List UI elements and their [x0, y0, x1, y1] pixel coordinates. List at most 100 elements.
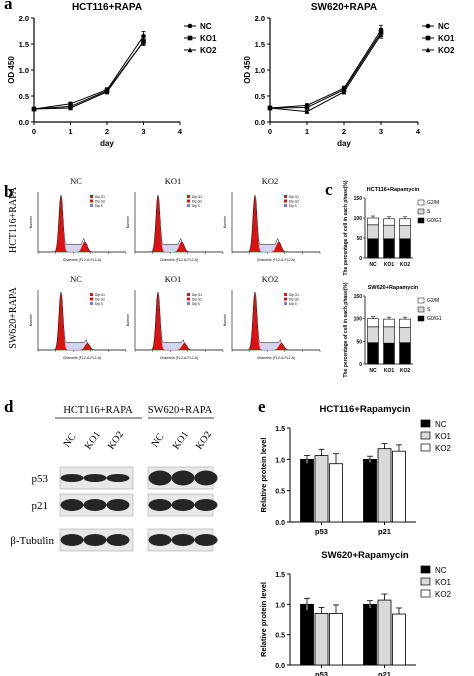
panel-letter-a: a	[4, 0, 13, 13]
flow-legend-label: Dip S	[95, 204, 103, 208]
y-axis-label: The percentage of cell in each phase(%)	[343, 180, 349, 275]
series-line-NC	[33, 35, 144, 110]
y-tick-label: 1.5	[275, 572, 285, 579]
legend-label: G0/G1	[427, 316, 442, 322]
y-tick-label: 0.5	[275, 633, 285, 640]
stacked-bar-G0/G1	[399, 342, 411, 365]
stacked-bar-G0/G1	[383, 238, 395, 259]
legend-label: KO2	[438, 46, 455, 55]
y-tick-label: 0.0	[255, 118, 265, 127]
legend-label: KO2	[435, 444, 452, 453]
legend-marker-KO2	[187, 47, 193, 53]
stacked-bar-S	[383, 326, 395, 344]
blot-row-label: p53	[32, 473, 49, 485]
bar-p53-KO1	[314, 455, 329, 523]
flow-legend-swatch	[284, 297, 287, 301]
bar-p53-KO1	[314, 613, 329, 666]
flow-histogram-outline	[135, 291, 223, 351]
flow-legend-swatch	[187, 302, 190, 305]
stacked-bar-G2/M	[399, 218, 411, 226]
chart-title: SW620+RAPA	[311, 2, 377, 13]
flow-legend-swatch	[90, 302, 93, 305]
legend-label: G2/M	[427, 200, 439, 206]
bar-p21-KO2	[392, 613, 406, 666]
y-tick-label: 0.0	[275, 520, 285, 527]
flow-g2-peak	[38, 241, 126, 252]
stacked-bar-G2/M	[383, 318, 395, 328]
blot-band-β-Tubulin-KO2	[106, 534, 130, 546]
blot-lane-label: KO2	[106, 429, 126, 451]
x-tick-label: p21	[378, 670, 391, 676]
flow-g1-peak	[232, 292, 320, 350]
x-tick-label: 4	[178, 127, 183, 136]
flow-col-label: NC	[70, 176, 82, 186]
panel-letter-e: e	[258, 397, 266, 416]
y-tick-label: 2.0	[255, 14, 265, 23]
flow-legend-swatch	[284, 204, 287, 207]
bar-p53-KO2	[329, 613, 343, 666]
flow-legend-swatch	[187, 199, 190, 203]
legend-swatch-G2/M	[417, 199, 425, 206]
legend-marker-KO1	[425, 35, 431, 41]
y-tick-label: 50	[356, 339, 362, 345]
x-tick-label: KO1	[384, 262, 395, 268]
series-line-KO1	[269, 32, 382, 109]
data-point-KO2	[141, 38, 146, 44]
y-tick-label: 1.5	[255, 40, 265, 49]
data-point-KO2	[378, 31, 384, 37]
flow-col-label: KO2	[262, 176, 279, 186]
y-tick-label: 0.5	[275, 489, 285, 496]
y-axis-label: Relative protein level	[259, 437, 268, 512]
stacked-bar-G2/M	[367, 318, 379, 328]
y-tick-label: 100	[354, 216, 363, 222]
blot-lane-label: KO2	[194, 429, 214, 451]
chart-title: SW620+Rapamycin	[321, 550, 409, 561]
flow-legend-label: Dip G2	[95, 298, 105, 302]
flow-legend-swatch	[90, 293, 93, 296]
stacked-bar-G2/M	[383, 218, 395, 226]
data-point-KO2	[104, 89, 110, 95]
x-tick-label: 1	[68, 127, 72, 136]
legend-swatch-G0/G1	[417, 315, 425, 322]
flow-col-label: KO2	[262, 274, 279, 284]
y-tick-label: 0	[359, 256, 362, 262]
flow-s-phase-fill	[135, 342, 223, 350]
x-tick-label: 0	[32, 127, 36, 136]
y-tick-label: 1.5	[19, 40, 29, 49]
bar-p21-NC	[363, 603, 377, 666]
flow-legend-label: Dip S	[192, 204, 200, 208]
stacked-bar-S	[367, 224, 379, 240]
x-tick-label: 2	[342, 127, 346, 136]
y-tick-label: 100	[354, 317, 363, 323]
x-tick-label: NC	[369, 262, 377, 268]
flow-g1-peak	[232, 195, 320, 252]
bar-p21-KO2	[392, 450, 406, 523]
flow-legend-swatch	[187, 204, 190, 207]
flow-y-label: Number	[29, 215, 33, 228]
blot-band-β-Tubulin-NC	[148, 534, 172, 546]
y-axis-label: OD 450	[7, 56, 16, 84]
chart-title: SW620+Rapamycin	[368, 285, 419, 291]
blot-band-β-Tubulin-NC	[60, 534, 84, 546]
x-tick-label: p53	[315, 527, 328, 536]
x-tick-label: 3	[379, 127, 383, 136]
data-point-KO2	[31, 106, 37, 112]
flow-legend-label: Dip G1	[192, 293, 202, 297]
blot-band-β-Tubulin-KO2	[194, 534, 218, 546]
stacked-bar-S	[399, 326, 411, 343]
legend-swatch-S	[417, 208, 425, 215]
legend-swatch-KO1	[420, 577, 431, 586]
x-tick-label: 3	[141, 127, 145, 136]
blot-row-label: p21	[32, 500, 49, 512]
chart-title: HCT116+Rapamycin	[319, 404, 410, 415]
y-tick-label: 0.0	[275, 663, 285, 670]
legend-swatch-G0/G1	[417, 217, 425, 224]
legend-label: G2/M	[427, 298, 439, 304]
blot-lane-label: KO1	[83, 429, 103, 451]
flow-s-phase-fill	[232, 342, 320, 350]
bar-p53-NC	[300, 458, 314, 523]
flow-legend-swatch	[187, 195, 190, 198]
y-tick-label: 0.5	[255, 92, 265, 101]
legend-marker-KO1	[187, 35, 193, 41]
